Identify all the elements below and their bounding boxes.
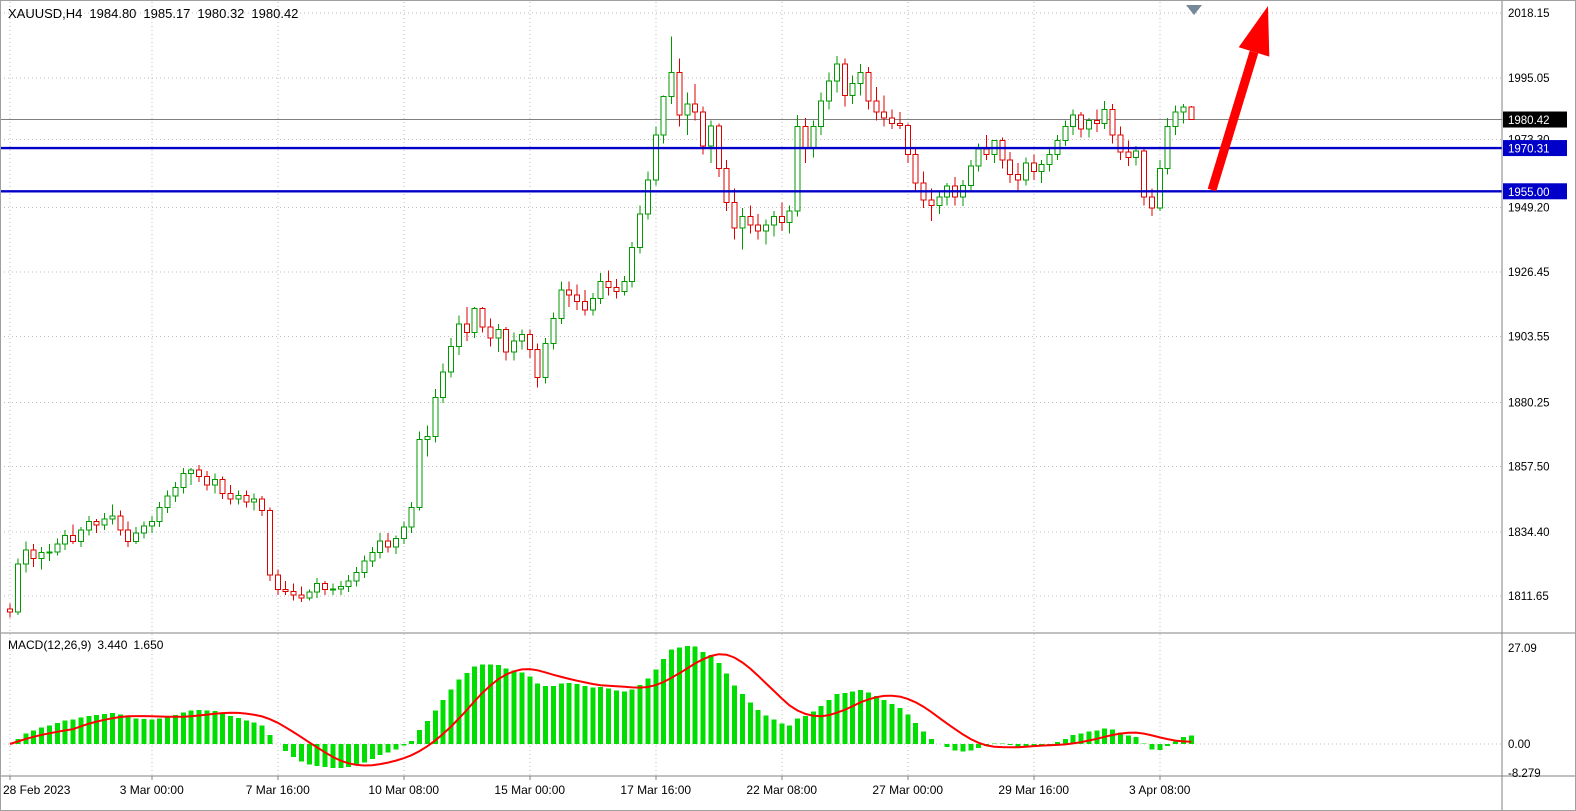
time-axis-label: 7 Mar 16:00 (246, 783, 310, 797)
level-price-badge: 1970.31 (1503, 140, 1567, 157)
macd-axis-label: -8.279 (1508, 768, 1541, 780)
time-axis[interactable]: 28 Feb 2023 3 Mar 00:00 7 Mar 16:00 10 Mar … (3, 776, 1191, 797)
price-axis[interactable]: 2018.151995.051973.301949.201926.451903.… (1508, 8, 1550, 603)
macd-axis[interactable]: 27.09 0.00 -8.279 (1508, 643, 1541, 780)
grid (0, 2, 1502, 776)
price-axis-label: 1949.20 (1508, 203, 1550, 215)
macd-axis-label: 27.09 (1508, 643, 1537, 655)
price-axis-label: 2018.15 (1508, 8, 1550, 20)
time-axis-label: 15 Mar 00:00 (494, 783, 565, 797)
price-axis-label: 1857.50 (1508, 462, 1550, 474)
time-axis-label: 22 Mar 08:00 (746, 783, 817, 797)
time-axis-label: 27 Mar 00:00 (872, 783, 943, 797)
time-axis-label: 29 Mar 16:00 (998, 783, 1069, 797)
price-axis-label: 1834.40 (1508, 527, 1550, 539)
time-axis-label: 3 Mar 00:00 (120, 783, 184, 797)
price-axis-label: 1880.25 (1508, 397, 1550, 409)
time-axis-label: 17 Mar 16:00 (620, 783, 691, 797)
level-price-badge: 1955.00 (1503, 183, 1567, 200)
price-axis-label: 1995.05 (1508, 73, 1550, 85)
svg-text:1980.42: 1980.42 (1508, 115, 1550, 127)
current-price-badge: 1980.42 (1503, 111, 1567, 128)
macd-signal-line (9, 653, 1192, 767)
candles-layer (7, 36, 1195, 618)
price-axis-label: 1903.55 (1508, 332, 1550, 344)
time-axis-label: 10 Mar 08:00 (368, 783, 439, 797)
time-axis-label: 3 Apr 08:00 (1129, 783, 1191, 797)
svg-text:1970.31: 1970.31 (1508, 144, 1550, 156)
price-axis-label: 1811.65 (1508, 591, 1549, 603)
macd-axis-label: 0.00 (1508, 739, 1530, 751)
trend-arrow[interactable] (1207, 6, 1270, 192)
svg-text:1955.00: 1955.00 (1508, 187, 1550, 199)
time-axis-label: 28 Feb 2023 (3, 783, 71, 797)
price-axis-label: 1926.45 (1508, 267, 1550, 279)
chart-shift-marker-icon[interactable] (1186, 5, 1202, 15)
